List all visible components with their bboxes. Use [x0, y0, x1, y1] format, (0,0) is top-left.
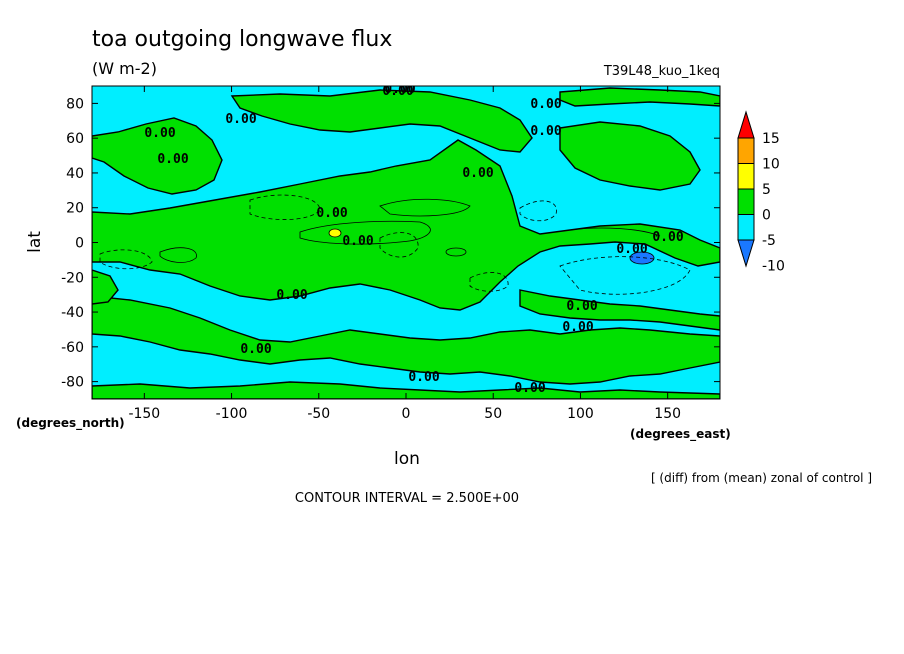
contour-label: 0.00	[276, 288, 307, 303]
positive-region-upper-middle	[230, 89, 533, 153]
x-tick-label: 50	[484, 406, 502, 422]
y-axis-label: lat	[25, 231, 45, 253]
colorbar-segment	[737, 188, 755, 215]
positive-regions	[92, 87, 720, 399]
contour-label: 0.00	[157, 152, 188, 167]
plot-area: 0.00 0.00 0.00 0.00 0.00 0.00 0.00 0.00 0.00 0.00…	[92, 82, 720, 399]
contour-label: 0.00	[562, 320, 593, 335]
negative-spot	[629, 251, 655, 265]
contour-label: 0.00	[240, 342, 271, 357]
contour-label: 0.00	[566, 299, 597, 314]
y-tick-label: 60	[66, 131, 84, 147]
positive-region-upper-left	[92, 117, 223, 195]
colorbar-segment	[737, 163, 755, 190]
positive-contour	[379, 198, 471, 217]
positive-region-upper-right	[559, 121, 701, 191]
negative-contour	[559, 256, 691, 295]
negative-spots	[629, 251, 655, 265]
x-axis-label: lon	[394, 449, 420, 469]
contour-label: 0.00	[616, 242, 647, 257]
x-unit-label: (degrees_east)	[630, 427, 731, 442]
x-axis: -150 -100 -50 0 50 100 150	[128, 86, 681, 422]
y-axis: -80 -60 -40 -20 0 20 40 60 80	[61, 96, 720, 391]
contour-interval: CONTOUR INTERVAL = 2.500E+00	[295, 491, 519, 506]
colorbar-label: -10	[762, 259, 785, 275]
colorbar-max-triangle	[737, 110, 755, 139]
positive-spots	[328, 228, 342, 238]
colorbar-label: 0	[762, 208, 771, 224]
y-tick-label: 20	[66, 201, 84, 217]
positive-contour	[445, 247, 467, 257]
contour-labels: 0.00 0.00 0.00 0.00 0.00 0.00 0.00 0.00 0.00 0.00…	[144, 82, 683, 396]
y-tick-label: -40	[61, 305, 84, 321]
y-tick-label: 0	[75, 236, 84, 252]
negative-contour	[469, 272, 509, 292]
positive-region-main	[92, 139, 720, 311]
positive-contours	[159, 198, 661, 263]
contour-label: 0.00	[462, 166, 493, 181]
colorbar-label: 15	[762, 131, 780, 147]
x-tick-label: 100	[567, 406, 594, 422]
colorbar-label: 10	[762, 157, 780, 173]
positive-contour	[299, 220, 431, 245]
contour-label: 0.00	[530, 97, 561, 112]
run-label: T39L48_kuo_1keq	[603, 64, 720, 79]
y-tick-label: -60	[61, 340, 84, 356]
colorbar-segment	[737, 137, 755, 164]
contour-label: 0.00	[652, 230, 683, 245]
x-tick-label: 0	[402, 406, 411, 422]
negative-contour	[379, 232, 419, 258]
y-tick-label: -20	[61, 270, 84, 286]
y-tick-label: 40	[66, 166, 84, 182]
positive-region-east-lobe	[519, 289, 720, 331]
y-tick-label: 80	[66, 96, 84, 112]
diff-note: [ (diff) from (mean) zonal of control ]	[651, 471, 872, 485]
chart-subtitle: (W m-2)	[92, 59, 157, 78]
contour-label: 0.00	[514, 381, 545, 396]
colorbar: -10 -5 0 5 10 15	[737, 110, 785, 275]
contour-label: 0.00	[408, 370, 439, 385]
contour-label: 0.00	[225, 112, 256, 127]
y-unit-label: (degrees_north)	[16, 416, 125, 431]
positive-contour	[159, 247, 197, 263]
colorbar-segment	[737, 214, 755, 241]
positive-contour	[569, 227, 661, 237]
negative-contour	[519, 200, 557, 222]
colorbar-label: 5	[762, 182, 771, 198]
contour-label: 0.00	[384, 82, 415, 97]
contour-label: 0.00	[342, 234, 373, 249]
colorbar-min-triangle	[737, 239, 755, 268]
x-tick-label: 150	[654, 406, 681, 422]
chart-title: toa outgoing longwave flux	[92, 27, 392, 52]
contour-label: 0.00	[530, 124, 561, 139]
x-tick-label: -100	[216, 406, 248, 422]
colorbar-label: -5	[762, 233, 776, 249]
y-tick-label: -80	[61, 375, 84, 391]
positive-region-bottom	[92, 381, 720, 399]
positive-region-top-right	[559, 87, 720, 107]
positive-region-west-edge	[92, 269, 119, 305]
positive-region-south-left	[92, 295, 720, 385]
contour-label: 0.00	[316, 206, 347, 221]
x-tick-label: -150	[128, 406, 160, 422]
negative-contour	[99, 249, 153, 270]
negative-contours	[99, 194, 691, 295]
x-tick-label: -50	[307, 406, 330, 422]
contour-label: 0.00	[144, 126, 175, 141]
positive-spot	[328, 228, 342, 238]
negative-contour	[249, 194, 321, 220]
